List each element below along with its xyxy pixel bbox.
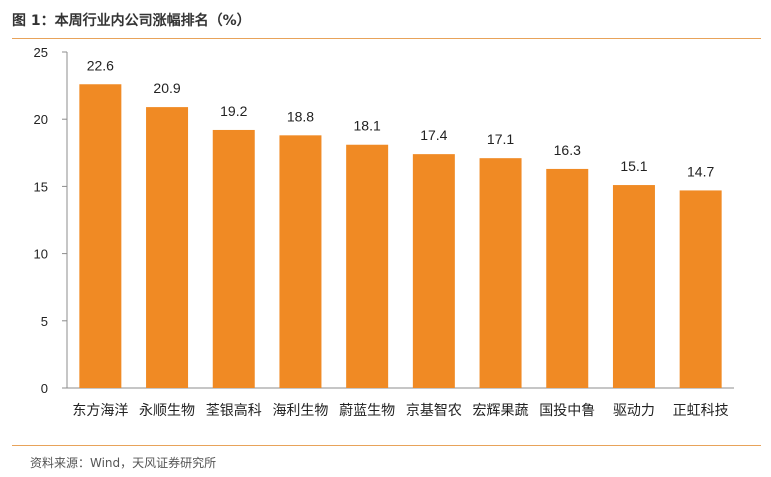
data-label: 15.1 xyxy=(620,158,647,174)
x-category-label: 京基智农 xyxy=(406,402,462,419)
bottom-divider xyxy=(12,445,761,446)
x-category-label: 永顺生物 xyxy=(139,403,195,419)
x-category-label: 东方海洋 xyxy=(72,403,128,419)
bar xyxy=(546,168,589,388)
data-label: 18.8 xyxy=(287,108,314,124)
chart-bars xyxy=(79,84,722,389)
data-label: 16.3 xyxy=(554,142,581,158)
bar-chart: 0 5 10 15 20 25 22.6 东方海洋 20.9 永顺生物 19.2 荃银高科 18.8 海… xyxy=(34,45,734,419)
y-tick-label: 10 xyxy=(34,247,48,262)
y-tick-label: 20 xyxy=(34,112,48,127)
top-divider xyxy=(12,38,761,39)
data-label: 20.9 xyxy=(153,80,180,96)
bar xyxy=(279,135,322,388)
x-category-label: 蔚蓝生物 xyxy=(339,403,395,419)
data-label: 19.2 xyxy=(220,103,247,119)
x-category-label: 荃银高科 xyxy=(206,402,262,419)
bar xyxy=(146,107,189,388)
x-category-label: 海利生物 xyxy=(272,403,328,419)
bar xyxy=(346,144,389,388)
chart-labels: 22.6 东方海洋 20.9 永顺生物 19.2 荃银高科 18.8 海利生物 18.1 蔚蓝生物… xyxy=(72,57,728,419)
x-category-label: 正虹科技 xyxy=(673,403,729,419)
data-label: 14.7 xyxy=(687,163,714,179)
x-category-label: 宏辉果蔬 xyxy=(473,403,529,419)
y-tick-label: 5 xyxy=(41,314,48,329)
data-label: 17.1 xyxy=(487,131,514,147)
y-tick-label: 15 xyxy=(34,179,48,194)
bar xyxy=(679,190,722,388)
data-label: 17.4 xyxy=(420,127,447,143)
bar xyxy=(412,154,455,388)
y-tick-label: 25 xyxy=(34,45,48,60)
x-category-label: 驱动力 xyxy=(613,403,655,419)
bar xyxy=(479,158,522,388)
y-tick-label: 0 xyxy=(41,381,48,396)
chart-title: 图 1：本周行业内公司涨幅排名（%） xyxy=(12,13,251,29)
data-label: 18.1 xyxy=(354,118,381,134)
bar xyxy=(612,185,655,388)
bar xyxy=(79,84,122,389)
x-category-label: 国投中鲁 xyxy=(539,403,595,419)
source-note: 资料来源：Wind，天风证券研究所 xyxy=(30,456,217,470)
bar xyxy=(212,129,255,388)
data-label: 22.6 xyxy=(87,57,114,73)
